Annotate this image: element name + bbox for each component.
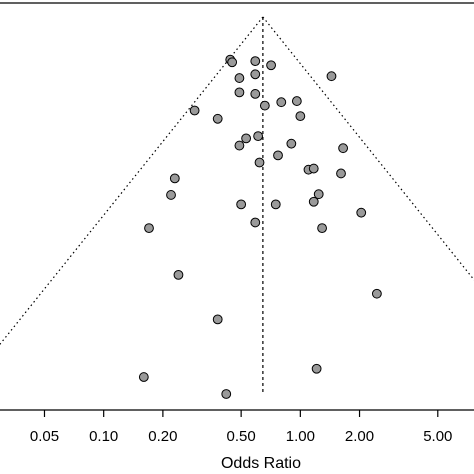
study-point — [212, 113, 223, 124]
x-tick-label: 0.50 — [227, 428, 256, 445]
study-point — [308, 163, 319, 174]
study-point — [212, 314, 223, 325]
funnel-left-limit — [0, 16, 264, 346]
study-point — [254, 157, 265, 168]
study-point — [308, 196, 319, 207]
study-point — [250, 56, 261, 67]
study-point — [286, 138, 297, 149]
study-point — [253, 131, 264, 142]
study-point — [311, 363, 322, 374]
study-point — [259, 100, 270, 111]
study-point — [169, 173, 180, 184]
study-point — [356, 207, 367, 218]
funnel-right-limit — [262, 16, 474, 281]
x-tick-label: 0.05 — [30, 428, 59, 445]
study-point — [270, 199, 281, 210]
study-point — [241, 133, 252, 144]
study-point — [338, 143, 349, 154]
x-tick-label: 1.00 — [286, 428, 315, 445]
study-point — [266, 60, 276, 71]
x-axis-ticks: 0.05 0.10 0.20 0.50 1.00 2.00 5.00 — [30, 410, 452, 445]
study-point — [138, 372, 149, 382]
study-point — [250, 217, 261, 228]
study-point — [317, 223, 327, 234]
study-point — [313, 189, 324, 200]
study-point — [166, 190, 176, 200]
study-point — [144, 223, 154, 234]
study-point — [173, 269, 184, 280]
study-point — [189, 105, 200, 116]
study-point — [326, 71, 337, 82]
study-point — [221, 389, 232, 399]
study-point — [234, 87, 245, 98]
study-point — [234, 140, 245, 151]
study-point — [295, 111, 306, 122]
x-tick-label: 0.20 — [148, 428, 177, 445]
study-point — [291, 96, 302, 106]
study-point — [250, 89, 261, 99]
study-point — [234, 73, 245, 83]
funnel-lines — [0, 16, 474, 394]
study-point — [276, 97, 287, 108]
x-tick-label: 5.00 — [423, 428, 452, 445]
study-point — [227, 57, 238, 68]
study-points — [138, 54, 382, 399]
study-point — [371, 288, 382, 299]
study-point — [250, 69, 261, 80]
x-tick-label: 0.10 — [89, 428, 118, 445]
study-point — [236, 199, 247, 210]
plot-frame — [0, 2, 474, 411]
study-point — [273, 150, 283, 161]
study-point — [336, 168, 346, 179]
x-axis-title: Odds Ratio — [221, 455, 301, 472]
x-tick-label: 2.00 — [345, 428, 374, 445]
